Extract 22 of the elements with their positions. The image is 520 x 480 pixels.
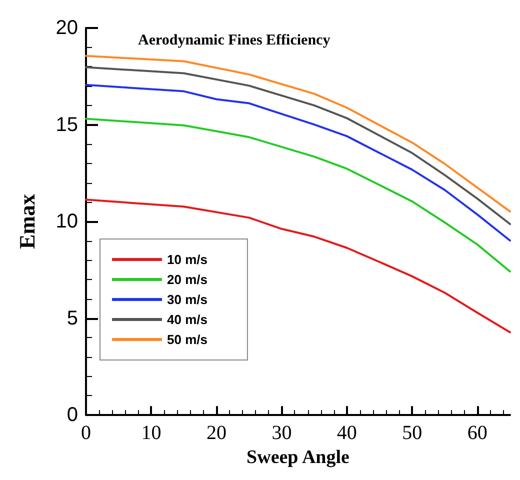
legend-label: 40 m/s [167, 312, 208, 327]
line-series [85, 84, 511, 242]
x-tick-label: 60 [467, 422, 488, 444]
y-tick-label: 5 [66, 307, 78, 330]
x-tick-label: 50 [402, 422, 422, 444]
y-axis-title: Emax [14, 194, 40, 250]
x-tick-label: 30 [272, 422, 292, 444]
y-tick-label: 0 [66, 404, 78, 426]
x-tick-label: 40 [336, 422, 357, 444]
x-tick-label: 10 [141, 422, 162, 444]
x-tick-label: 20 [206, 422, 226, 444]
legend-label: 10 m/s [167, 252, 208, 267]
legend-label: 50 m/s [167, 332, 208, 347]
line-series [85, 198, 511, 334]
y-tick-label: 10 [56, 210, 78, 233]
chart-title: Aerodynamic Fines Efficiency [138, 32, 331, 48]
legend-label: 30 m/s [167, 292, 208, 307]
y-tick-label: 20 [56, 17, 78, 39]
y-tick-label: 15 [56, 114, 78, 136]
line-series [85, 118, 511, 272]
x-axis-title: Sweep Angle [246, 447, 350, 468]
legend-label: 20 m/s [167, 272, 208, 287]
